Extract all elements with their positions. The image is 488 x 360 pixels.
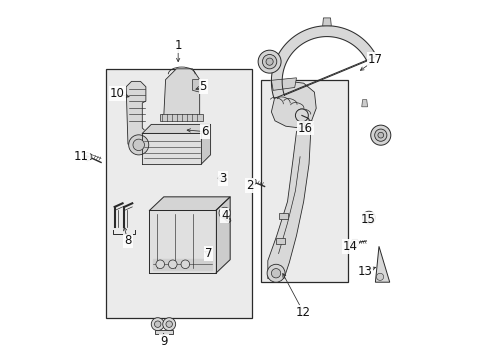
Text: 17: 17 [367, 53, 382, 66]
Text: 5: 5 [199, 80, 206, 93]
Text: 7: 7 [204, 247, 212, 260]
Text: 9: 9 [160, 335, 167, 348]
Text: 6: 6 [201, 125, 208, 138]
Circle shape [168, 260, 177, 269]
Bar [276, 238, 284, 244]
Circle shape [156, 260, 164, 269]
Circle shape [163, 318, 175, 330]
Circle shape [154, 321, 161, 327]
Text: 1: 1 [174, 39, 182, 52]
Circle shape [151, 318, 164, 330]
Circle shape [370, 125, 390, 145]
Polygon shape [142, 125, 210, 134]
Circle shape [219, 207, 230, 219]
Polygon shape [361, 100, 367, 107]
Text: 10: 10 [109, 87, 124, 100]
Polygon shape [271, 26, 376, 99]
Circle shape [128, 135, 148, 155]
Circle shape [362, 211, 375, 224]
Polygon shape [271, 81, 316, 128]
Polygon shape [375, 246, 389, 282]
Text: 4: 4 [221, 210, 228, 222]
Polygon shape [322, 18, 330, 26]
Text: 11: 11 [74, 150, 89, 163]
Polygon shape [126, 81, 149, 144]
Polygon shape [349, 239, 359, 246]
Circle shape [262, 54, 276, 69]
Circle shape [258, 50, 281, 73]
Bar [106, 69, 251, 318]
Circle shape [374, 129, 386, 141]
Circle shape [271, 269, 280, 278]
Polygon shape [163, 69, 199, 116]
Circle shape [222, 211, 227, 216]
Polygon shape [142, 134, 201, 164]
Bar [260, 80, 348, 282]
Circle shape [265, 58, 273, 65]
Text: 14: 14 [342, 240, 357, 253]
Text: 3: 3 [219, 172, 226, 185]
Polygon shape [192, 80, 199, 92]
Text: 8: 8 [124, 234, 131, 247]
Text: 16: 16 [297, 122, 312, 135]
Circle shape [377, 132, 383, 138]
Circle shape [165, 321, 172, 327]
Circle shape [295, 109, 308, 122]
Polygon shape [83, 152, 92, 161]
Bar [279, 213, 287, 219]
Polygon shape [215, 197, 230, 273]
Circle shape [365, 215, 371, 221]
Polygon shape [218, 175, 226, 181]
Polygon shape [153, 259, 212, 270]
Polygon shape [201, 125, 210, 164]
Polygon shape [267, 126, 310, 279]
Text: 2: 2 [245, 179, 253, 192]
Circle shape [181, 260, 189, 269]
Polygon shape [149, 197, 230, 211]
Polygon shape [271, 78, 296, 90]
Circle shape [307, 121, 313, 126]
Circle shape [133, 139, 144, 150]
Text: 15: 15 [360, 213, 375, 226]
Circle shape [376, 273, 383, 280]
Polygon shape [155, 330, 172, 334]
Polygon shape [160, 114, 203, 121]
Text: 13: 13 [356, 265, 371, 278]
Polygon shape [248, 178, 256, 185]
Text: 12: 12 [296, 306, 310, 319]
Polygon shape [149, 211, 215, 273]
Circle shape [266, 264, 285, 282]
